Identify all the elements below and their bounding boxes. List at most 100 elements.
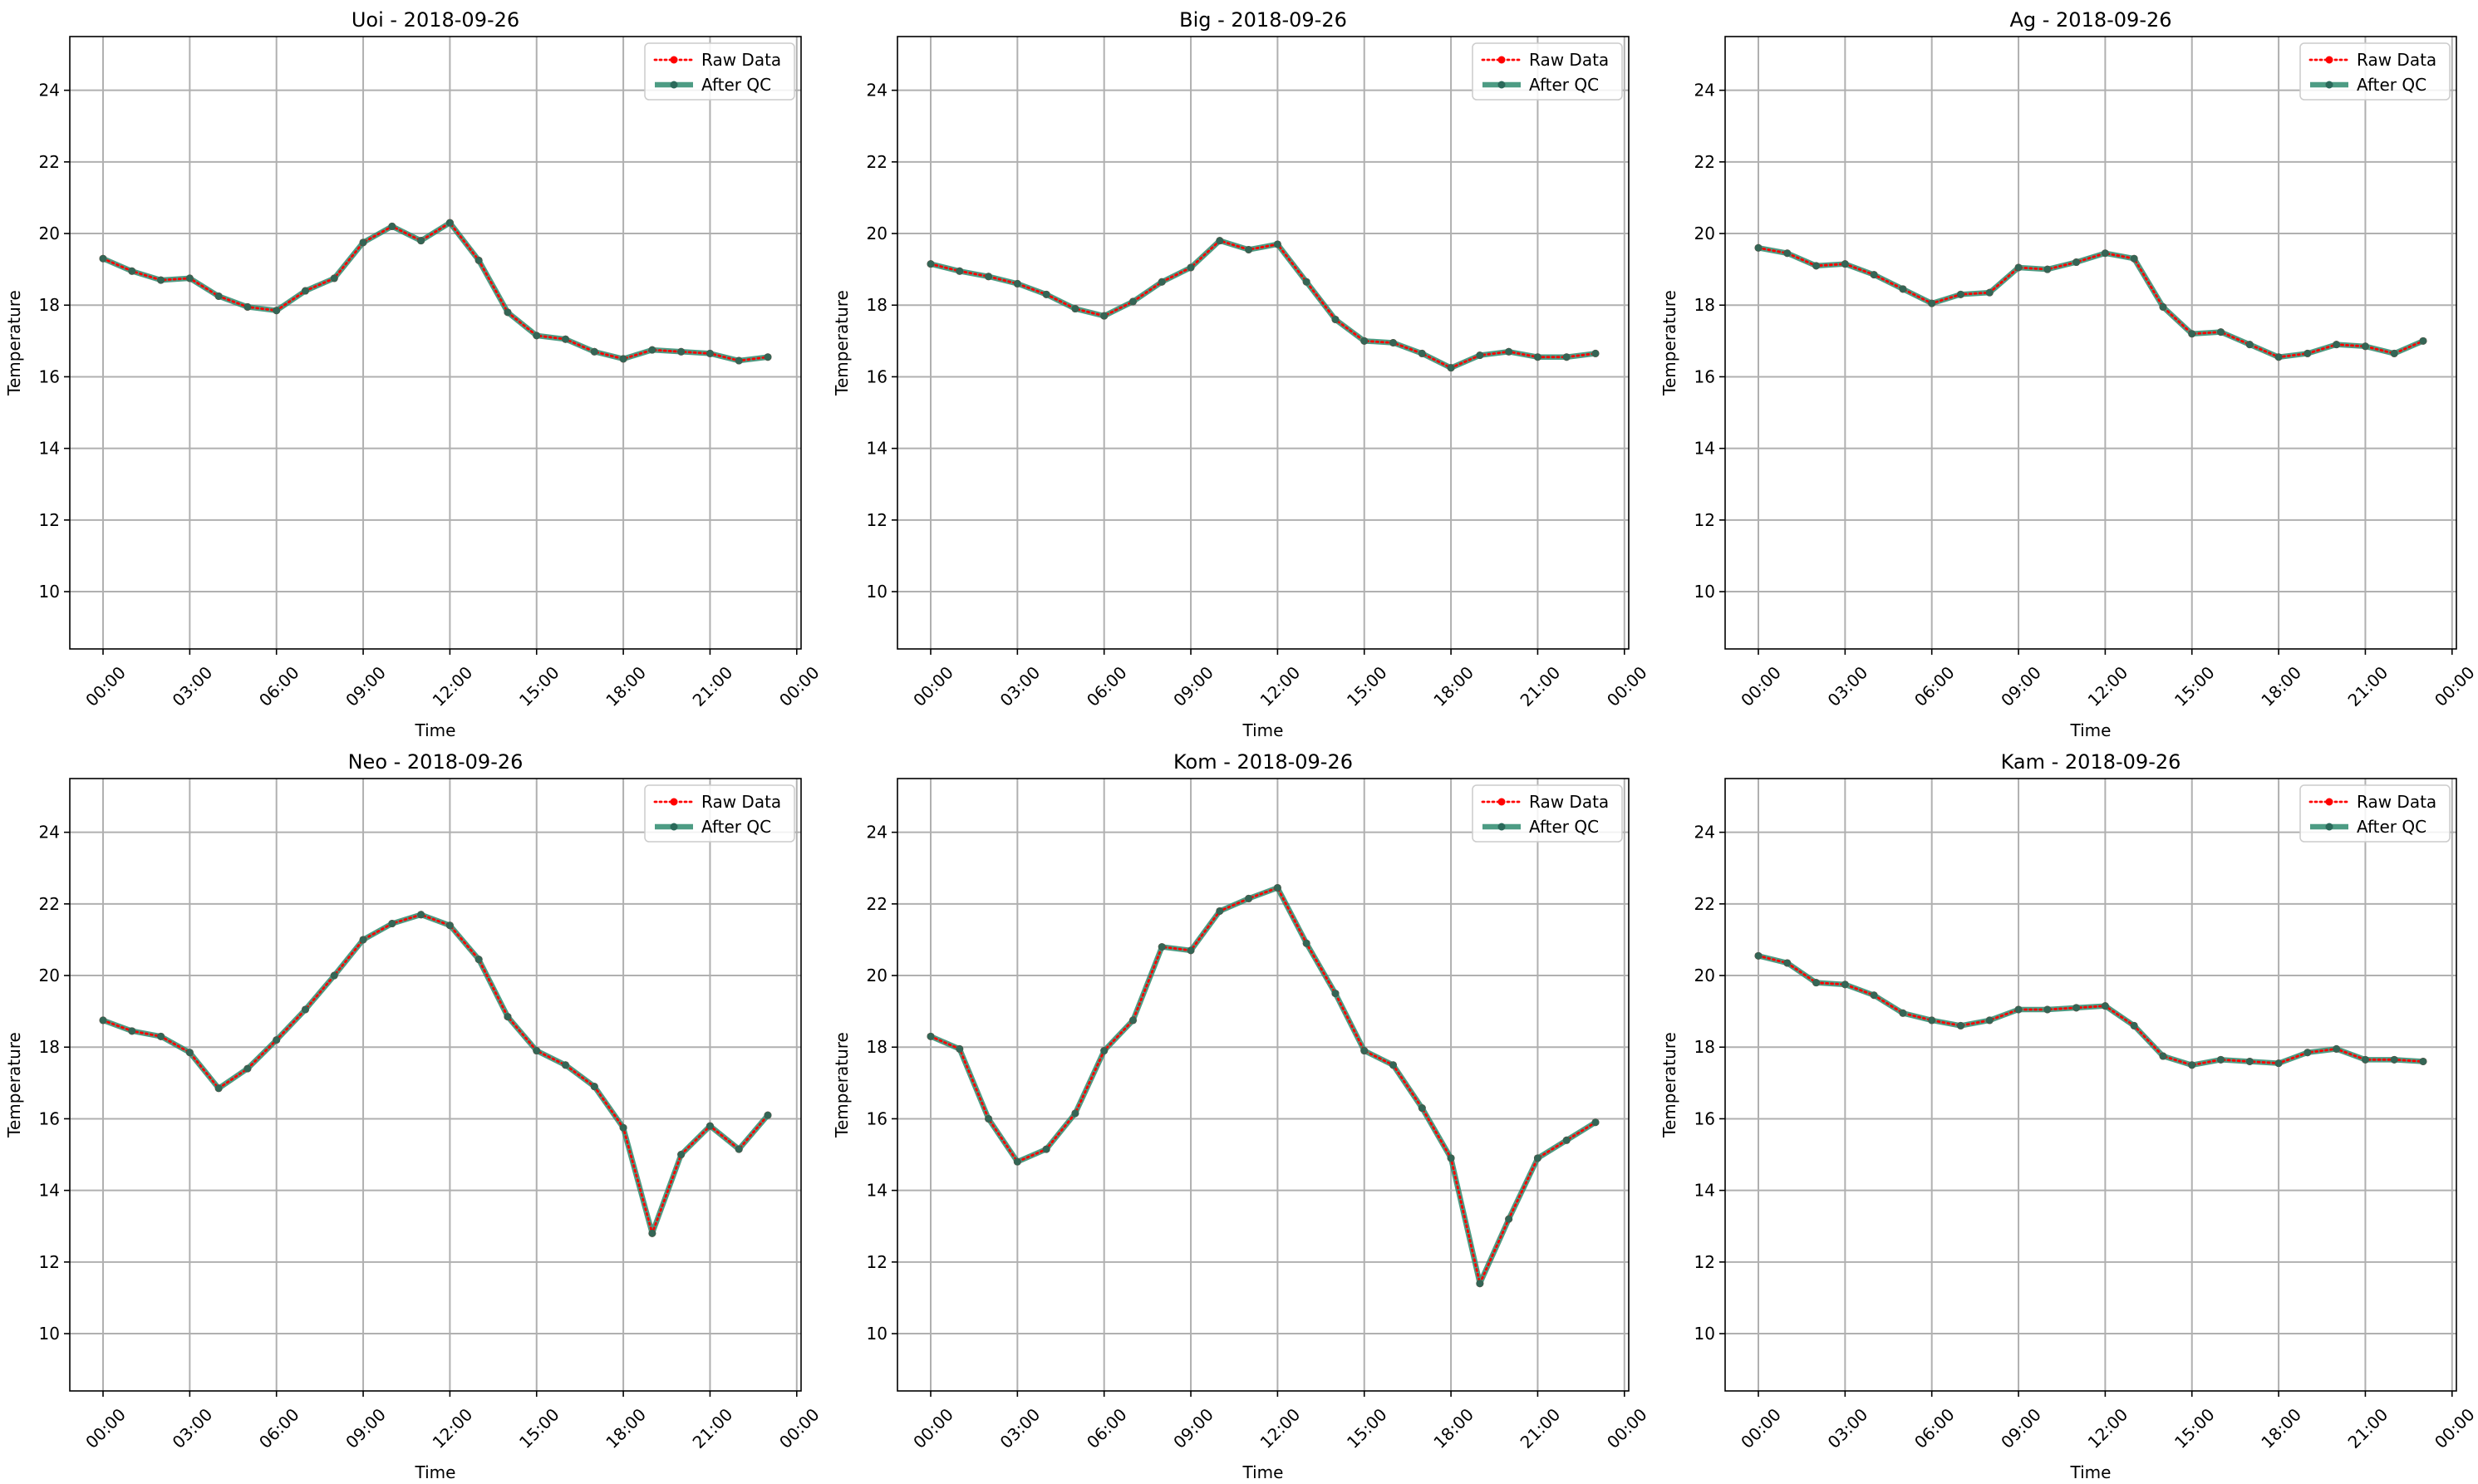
legend-marker-after-qc (2325, 823, 2333, 831)
y-tick-label: 20 (39, 966, 60, 985)
after-qc-point (1100, 312, 1109, 320)
after-qc-point (2072, 258, 2081, 267)
x-tick-label: 15:00 (515, 662, 563, 710)
legend-label-raw-data: Raw Data (701, 792, 781, 812)
after-qc-point (1360, 1047, 1369, 1055)
after-qc-point (927, 260, 935, 268)
after-qc-point (619, 355, 627, 363)
after-qc-point (1071, 305, 1079, 313)
y-tick-label: 22 (39, 152, 60, 172)
after-qc-point (533, 1047, 541, 1055)
plot-area (897, 779, 1629, 1391)
x-tick-label: 21:00 (1517, 1404, 1565, 1452)
after-qc-point (1360, 337, 1369, 345)
x-tick-label: 06:00 (1910, 662, 1959, 710)
after-qc-point (1783, 959, 1792, 967)
after-qc-point (2245, 341, 2254, 349)
after-qc-point (985, 273, 993, 281)
x-tick-label: 12:00 (2084, 1404, 2132, 1452)
legend-marker-after-qc (1497, 823, 1506, 831)
after-qc-point (2043, 1005, 2052, 1014)
after-qc-point (1562, 353, 1571, 361)
after-qc-point (956, 1044, 964, 1053)
x-tick-label: 00:00 (1737, 662, 1785, 710)
x-tick-label: 09:00 (342, 662, 390, 710)
y-tick-label: 12 (1694, 1252, 1715, 1272)
after-qc-point (1754, 243, 1763, 252)
x-tick-label: 00:00 (2431, 1404, 2478, 1452)
y-tick-label: 12 (867, 510, 887, 530)
after-qc-point (1216, 907, 1224, 915)
after-qc-point (2217, 328, 2225, 337)
x-axis-label: Time (1242, 1462, 1284, 1480)
after-qc-point (2130, 254, 2138, 263)
after-qc-point (417, 911, 425, 919)
after-qc-point (301, 1005, 309, 1014)
after-qc-point (1476, 1280, 1484, 1288)
after-qc-point (214, 1084, 223, 1093)
after-qc-point (764, 1111, 772, 1119)
after-qc-point (764, 353, 772, 361)
y-axis-label: Temperature (4, 1032, 24, 1138)
subplot-ag: 10 12 14 16 18 20 22 24 00:00 03:00 06:00 09:00 12:0… (1659, 8, 2478, 740)
series-layer (1754, 951, 2427, 1069)
y-tick-label: 10 (1694, 582, 1715, 602)
after-qc-point (474, 256, 483, 264)
subplot-kom: 10 12 14 16 18 20 22 24 00:00 03:00 06:00 09:00 12:0… (832, 750, 1651, 1482)
x-tick-label: 18:00 (1429, 662, 1477, 710)
after-qc-point (735, 1145, 743, 1153)
plot-area (897, 37, 1629, 649)
x-tick-label: 00:00 (775, 662, 824, 710)
legend-marker-raw-data (1497, 56, 1506, 64)
after-qc-point (359, 238, 367, 247)
y-tick-label: 18 (1694, 1037, 1715, 1057)
after-qc-point (1783, 249, 1792, 258)
x-tick-label: 06:00 (1083, 1404, 1131, 1452)
y-tick-label: 12 (867, 1252, 887, 1272)
x-tick-label: 06:00 (1083, 662, 1131, 710)
after-qc-point (1128, 1016, 1137, 1025)
after-qc-point (330, 971, 338, 980)
after-qc-point (562, 1061, 570, 1069)
after-qc-point (2101, 249, 2109, 258)
y-tick-label: 14 (1694, 1181, 1715, 1201)
x-tick-label: 21:00 (2344, 1404, 2392, 1452)
x-tick-label: 00:00 (1737, 1404, 1785, 1452)
legend-label-after-qc: After QC (2357, 75, 2426, 95)
x-tick-label: 00:00 (2431, 662, 2478, 710)
y-tick-label: 20 (1694, 224, 1715, 243)
x-tick-label: 00:00 (775, 1404, 824, 1452)
after-qc-point (2130, 1021, 2138, 1029)
axes-frame (69, 778, 802, 1392)
after-qc-point (1928, 299, 1936, 307)
x-tick-label: 03:00 (169, 662, 217, 710)
x-tick-label: 15:00 (2171, 1404, 2219, 1452)
legend-marker-after-qc (670, 823, 678, 831)
y-tick-label: 22 (39, 894, 60, 914)
after-qc-point (677, 1151, 686, 1159)
subplot-title: Kam - 2018-09-26 (2001, 750, 2181, 774)
after-qc-point (1100, 1047, 1109, 1055)
after-qc-point (1245, 245, 1253, 253)
after-qc-point (2245, 1057, 2254, 1065)
legend-marker-after-qc (1497, 81, 1506, 89)
y-tick-label: 24 (867, 823, 887, 843)
after-qc-point (157, 1032, 165, 1040)
y-tick-label: 18 (867, 1037, 887, 1057)
after-qc-point (1899, 285, 1907, 293)
subplot-big: 10 12 14 16 18 20 22 24 00:00 03:00 06:00 09:00 12:0… (832, 8, 1651, 740)
x-tick-label: 09:00 (1169, 662, 1217, 710)
x-tick-label: 21:00 (689, 662, 737, 710)
after-qc-point (388, 920, 396, 928)
y-tick-label: 14 (39, 1181, 60, 1201)
y-tick-label: 24 (1694, 823, 1715, 843)
after-qc-point (474, 956, 483, 964)
series-line-raw-data (929, 886, 1597, 1288)
after-qc-point (330, 274, 338, 283)
legend: Raw Data After QC (644, 42, 795, 101)
legend-label-after-qc: After QC (701, 817, 771, 837)
y-tick-label: 20 (39, 224, 60, 243)
after-qc-point (2361, 1055, 2369, 1064)
after-qc-point (99, 1016, 107, 1025)
series-layer (927, 237, 1600, 372)
